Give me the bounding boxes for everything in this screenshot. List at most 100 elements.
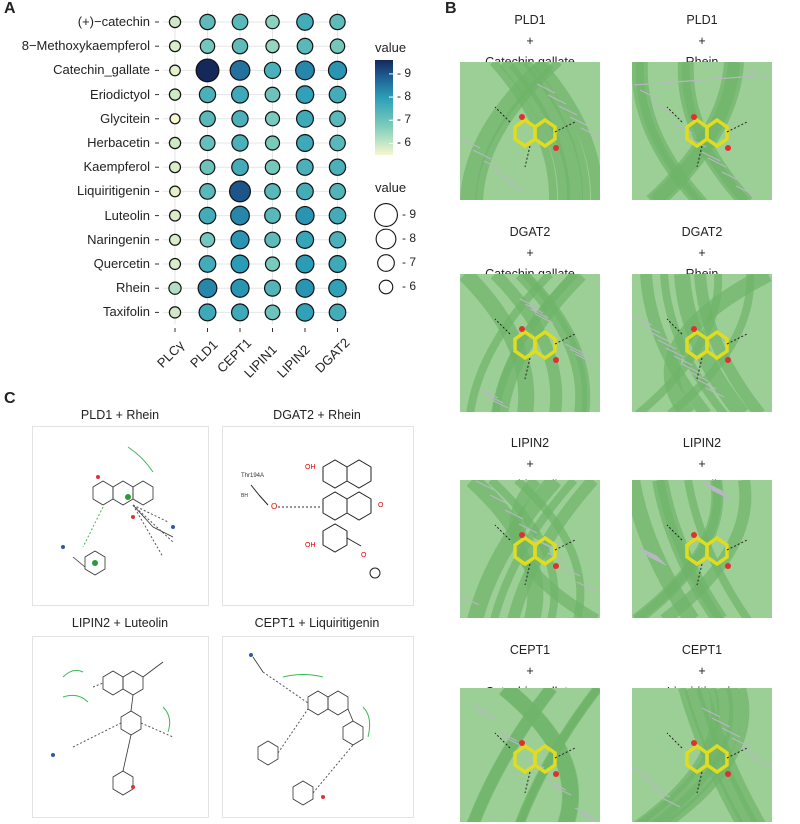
y-tick-label: Herbacetin bbox=[87, 135, 150, 150]
svg-text:O: O bbox=[271, 502, 277, 511]
color-bar bbox=[375, 60, 393, 155]
dot-point bbox=[168, 209, 182, 222]
dot-point bbox=[231, 158, 249, 177]
dot-point bbox=[231, 110, 249, 128]
dot-point bbox=[197, 278, 218, 299]
y-tick-label: 8−Methoxykaempferol bbox=[21, 38, 150, 54]
panel-letter-c: C bbox=[4, 390, 16, 407]
dot-point bbox=[199, 13, 216, 31]
size-legend-circle bbox=[375, 228, 397, 250]
docking-image bbox=[460, 480, 600, 618]
dot-point bbox=[263, 61, 282, 80]
y-tick-label: Quercetin bbox=[93, 256, 150, 271]
dot-point bbox=[195, 58, 220, 83]
dot-point bbox=[295, 278, 315, 298]
color-legend-label: - 8 bbox=[397, 89, 412, 104]
interaction-diagram-lipin2-luteolin bbox=[32, 636, 209, 818]
dot-point bbox=[231, 37, 249, 55]
docking-title-line: + bbox=[526, 246, 534, 260]
dot-point bbox=[199, 159, 216, 176]
dot-point bbox=[296, 158, 314, 176]
dot-point bbox=[264, 304, 281, 321]
dot-point bbox=[296, 13, 314, 31]
docking-title-line: PLD1 bbox=[686, 13, 718, 27]
dot-point bbox=[329, 110, 346, 128]
molecule-diagram bbox=[249, 653, 371, 806]
dot-point bbox=[168, 233, 182, 246]
dot-point bbox=[328, 278, 347, 298]
dot-point bbox=[328, 303, 347, 322]
interaction-diagram-dgat2-rhein: Thr194A BH O OH OH O O bbox=[222, 426, 414, 606]
dot-point bbox=[264, 111, 281, 127]
dot-point bbox=[329, 13, 346, 31]
dot-point bbox=[168, 306, 182, 319]
dot-point bbox=[168, 88, 182, 101]
dot-point bbox=[168, 281, 182, 295]
dot-point bbox=[296, 37, 314, 55]
dot-point bbox=[329, 38, 346, 54]
molecule-diagram bbox=[61, 446, 175, 576]
panel-letter-a: A bbox=[4, 0, 16, 17]
dot-point bbox=[295, 85, 315, 104]
dot-point bbox=[198, 206, 217, 225]
dot-point bbox=[264, 256, 281, 272]
y-tick-label: Eriodictyol bbox=[90, 86, 150, 102]
y-tick-label: Rhein bbox=[116, 280, 150, 296]
molecule-diagram bbox=[51, 661, 174, 796]
size-legend-circle bbox=[378, 279, 394, 295]
dot-point bbox=[264, 135, 281, 151]
dot-point bbox=[265, 39, 280, 54]
docking-title-line: CEPT1 bbox=[681, 643, 723, 657]
docking-title-line: + bbox=[526, 34, 534, 48]
y-tick-label: (+)−catechin bbox=[77, 14, 150, 29]
dot-point bbox=[230, 230, 250, 250]
dot-point bbox=[329, 134, 346, 152]
interaction-title-lipin2-luteolin: LIPIN2 + Luteolin bbox=[71, 616, 169, 630]
molecule-diagram: Thr194A BH O OH OH O O bbox=[241, 459, 384, 579]
dot-point bbox=[199, 232, 216, 248]
docking-title-line: + bbox=[698, 664, 706, 678]
residue-label: Thr194A bbox=[241, 473, 264, 479]
size-legend-title: value bbox=[375, 180, 407, 195]
docking-title-line: LIPIN2 bbox=[682, 436, 722, 450]
dot-point bbox=[168, 40, 182, 53]
dot-point bbox=[168, 136, 182, 150]
dot-point bbox=[199, 183, 216, 200]
dot-point bbox=[327, 60, 348, 81]
docking-title-line: PLD1 bbox=[514, 13, 546, 27]
dot-point bbox=[198, 255, 217, 273]
docking-title-line: DGAT2 bbox=[509, 225, 551, 239]
svg-text:O: O bbox=[378, 502, 384, 509]
dot-point bbox=[168, 15, 182, 29]
size-legend-circle bbox=[374, 203, 398, 227]
docking-image bbox=[460, 688, 600, 822]
interaction-diagram-pld1-rhein bbox=[32, 426, 209, 606]
dot-point bbox=[264, 231, 281, 249]
dot-point bbox=[295, 205, 315, 226]
dot-point bbox=[230, 303, 250, 322]
interaction-title-cept1-liquiritigenin: CEPT1 + Liquiritigenin bbox=[254, 616, 380, 630]
docking-title-line: + bbox=[698, 34, 706, 48]
docking-image bbox=[460, 62, 600, 200]
dot-point bbox=[198, 303, 217, 322]
dot-point bbox=[264, 86, 281, 103]
dot-point bbox=[199, 38, 216, 54]
docking-title-line: + bbox=[526, 664, 534, 678]
dot-point bbox=[198, 85, 217, 104]
docking-image bbox=[632, 688, 772, 822]
dot-point bbox=[263, 279, 282, 297]
dot-matrix-plot bbox=[155, 10, 398, 332]
interaction-title-dgat2-rhein: DGAT2 + Rhein bbox=[273, 408, 361, 422]
interaction-grid: PLD1 + Rhein DGAT2 + Rhein bbox=[0, 400, 440, 824]
docking-title-line: + bbox=[698, 246, 706, 260]
dot-point bbox=[230, 205, 250, 226]
docking-grid: PLD1+Catechin gallatePLD1+RheinDGAT2+Cat… bbox=[440, 0, 800, 824]
dot-point bbox=[231, 13, 249, 31]
color-legend-title: value bbox=[375, 40, 407, 55]
dot-point bbox=[328, 182, 347, 200]
size-legend-label: - 6 bbox=[402, 279, 417, 293]
chain-label: BH bbox=[241, 493, 248, 499]
dot-point bbox=[295, 60, 315, 81]
y-tick-label: Taxifolin bbox=[103, 304, 150, 320]
y-tick-label: Glycitein bbox=[100, 110, 150, 126]
